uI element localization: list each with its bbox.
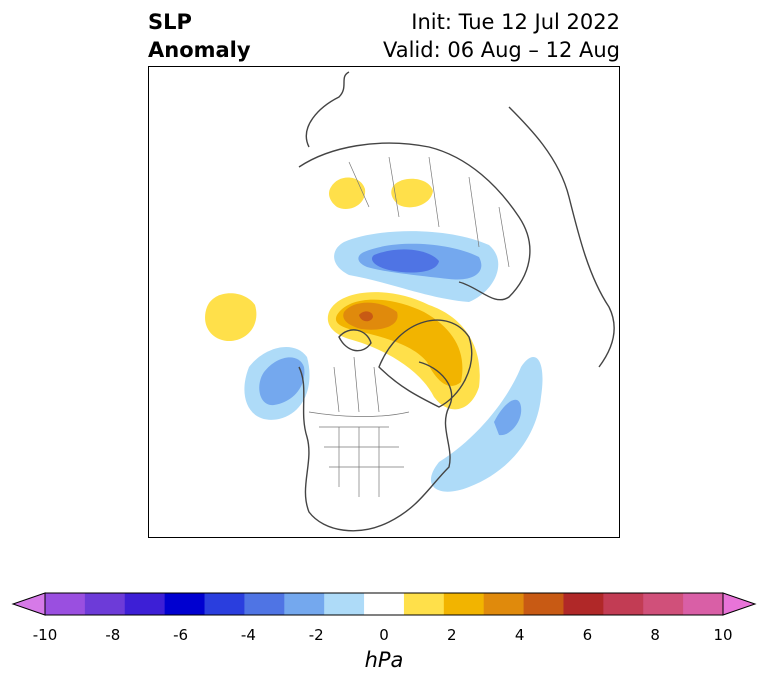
colorbar-tick-label: 10 [713,626,733,644]
pacific-high [205,293,257,342]
colorbar-cell [403,593,445,615]
colorbar-cell [483,593,525,615]
colorbar-cell [523,593,564,615]
init-date: Init: Tue 12 Jul 2022 [411,10,620,34]
atlantic-low-outer [430,357,543,492]
colorbar-cell [324,593,365,615]
title-field: Anomaly [148,38,251,62]
colorbar-cell [603,593,644,615]
colorbar-tick-label: -8 [105,626,121,644]
colorbar-cell [443,593,485,615]
colorbar-tick-label: 2 [447,626,457,644]
us-state-lines [319,426,404,497]
greenland-high-peak [359,311,373,322]
valid-range: Valid: 06 Aug – 12 Aug [382,38,620,62]
arctic-islands [338,329,372,352]
title-variable: SLP [148,10,192,34]
colorbar-cell [284,593,325,615]
colorbar-tick-label: 4 [514,626,525,644]
anomaly-fills [205,177,543,492]
colorbar-cell [244,593,285,615]
colorbar-units: hPa [364,648,404,672]
chart-title-left: SLP Anomaly [148,8,251,64]
north-america-coast [298,361,453,532]
colorbar-min-extension [11,592,46,616]
colorbar-cell [563,593,604,615]
colorbar-max-extension [722,592,757,616]
colorbar-cell [683,593,724,615]
greenland-coast [378,319,473,408]
coastlines [298,71,615,532]
chart-title-right: Init: Tue 12 Jul 2022 Valid: 06 Aug – 12… [383,8,620,64]
asia-east-coast [508,106,615,368]
colorbar-tick-label: 0 [379,626,389,644]
colorbar-cell [45,593,86,615]
colorbar-cell [204,593,245,615]
colorbar-cell [643,593,684,615]
colorbar-cell [84,593,126,615]
colorbar-tick-label: -10 [32,626,58,644]
arctic-low-core [371,249,439,273]
map-panel [148,66,620,538]
eurasia-borders [348,156,510,268]
atlantic-low-inner [494,399,522,436]
europe-coast [305,71,350,148]
colorbar-cell [164,593,206,615]
colorbar-tick-label: 6 [582,626,593,644]
us-canada-border [308,411,410,417]
slp-anomaly-map [205,71,615,532]
colorbar-tick-label: -6 [173,626,189,644]
eurasia-high-west [329,177,366,209]
colorbar-cells [45,593,724,615]
colorbar-frame [44,592,724,616]
colorbar-tick-label: 8 [650,626,660,644]
colorbar-tick-label: -2 [308,626,324,644]
canada-provinces [333,356,380,413]
eurasia-high-east [391,178,433,208]
eurasia-coast [298,142,531,301]
colorbar-tick-label: -4 [240,626,256,644]
alaska-low-inner [259,357,305,406]
colorbar-cell [124,593,166,615]
borders [308,156,510,497]
colorbar [11,592,757,616]
colorbar-cell [364,593,405,615]
